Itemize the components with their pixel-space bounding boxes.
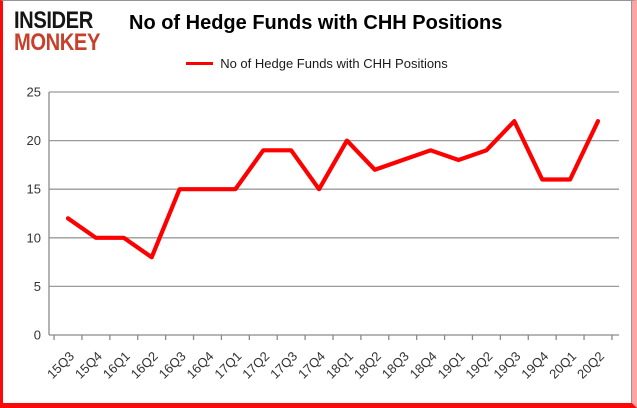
x-tick-label: 15Q3 xyxy=(44,349,77,382)
x-tick-label: 18Q4 xyxy=(407,349,440,382)
x-tick-label: 18Q3 xyxy=(379,349,412,382)
chart-card: 0 5 10 15 20 25 15Q3 15Q4 16Q1 16Q2 16Q3 16Q4 17Q1 17… xyxy=(3,1,632,403)
x-tick-label: 17Q2 xyxy=(239,349,272,382)
logo-insider-text: INSIDER xyxy=(14,7,93,34)
x-tick-label: 19Q4 xyxy=(518,349,551,382)
y-tick-label: 20 xyxy=(27,133,41,148)
x-tick-label: 15Q4 xyxy=(72,349,105,382)
x-tick-label: 17Q1 xyxy=(211,349,244,382)
logo-monkey-text: MONKEY xyxy=(14,29,100,57)
hedge-fund-line-chart: 051015202515Q315Q416Q116Q216Q316Q417Q117… xyxy=(27,85,619,382)
y-tick-label: 0 xyxy=(34,328,41,343)
y-tick-label: 10 xyxy=(27,230,41,245)
x-tick-label: 17Q4 xyxy=(295,349,328,382)
x-tick-label: 19Q1 xyxy=(435,349,468,382)
insider-monkey-logo: INSIDER MONKEY xyxy=(14,7,100,57)
legend-line-marker xyxy=(186,61,214,65)
chart-legend: No of Hedge Funds with CHH Positions xyxy=(3,54,631,72)
legend-series-label: No of Hedge Funds with CHH Positions xyxy=(220,55,448,71)
y-tick-label: 15 xyxy=(27,182,41,197)
x-tick-label: 18Q2 xyxy=(351,349,384,382)
x-tick-label: 16Q4 xyxy=(183,349,216,382)
x-tick-label: 20Q1 xyxy=(546,349,579,382)
x-tick-label: 17Q3 xyxy=(267,349,300,382)
x-tick-label: 16Q2 xyxy=(128,349,161,382)
x-tick-label: 19Q3 xyxy=(490,349,523,382)
x-tick-label: 16Q1 xyxy=(100,349,133,382)
x-tick-label: 20Q2 xyxy=(574,349,607,382)
series-line xyxy=(65,119,601,260)
y-tick-label: 25 xyxy=(27,85,41,100)
x-tick-label: 18Q1 xyxy=(323,349,356,382)
x-tick-label: 19Q2 xyxy=(462,349,495,382)
x-tick-label: 16Q3 xyxy=(156,349,189,382)
y-tick-label: 5 xyxy=(34,279,41,294)
chart-title: No of Hedge Funds with CHH Positions xyxy=(129,12,503,34)
